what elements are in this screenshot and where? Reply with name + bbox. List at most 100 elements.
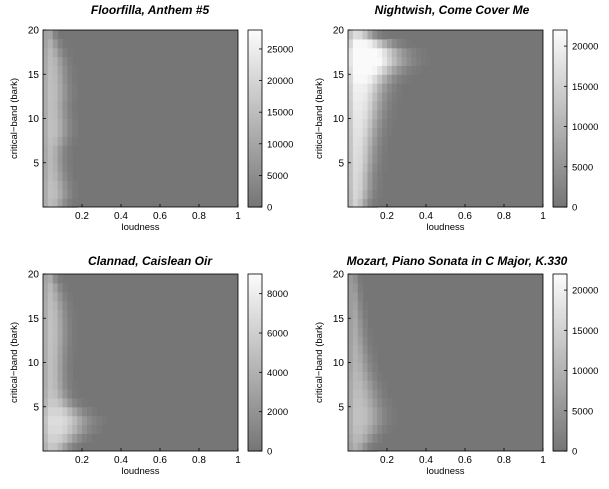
heatmap-cell <box>382 415 388 426</box>
heatmap-cell <box>52 56 59 66</box>
heatmap-cell <box>357 371 364 381</box>
colorbar-frame <box>552 273 568 452</box>
heatmap-cell <box>377 397 383 408</box>
heatmap-cell <box>62 127 68 137</box>
heatmap-cell <box>72 335 78 346</box>
heatmap-cell <box>396 56 403 66</box>
heatmap-cell <box>362 47 369 58</box>
colorbar-step <box>553 365 567 369</box>
heatmap-cell <box>43 406 49 417</box>
colorbar-step <box>248 30 262 34</box>
heatmap-cell <box>57 406 64 417</box>
heatmap-cell <box>43 274 49 284</box>
heatmap-cell <box>362 424 369 434</box>
heatmap-cell <box>382 100 388 111</box>
heatmap-cell <box>62 38 68 49</box>
heatmap-cell <box>348 136 354 146</box>
x-tick-label: 1 <box>540 455 546 466</box>
heatmap-cell <box>387 83 393 93</box>
colorbar-step <box>553 121 567 125</box>
heatmap-cell <box>62 397 68 408</box>
heatmap-cell <box>62 171 68 182</box>
colorbar-step <box>248 171 262 176</box>
colorbar-step <box>248 97 262 102</box>
heatmap-cell <box>357 380 364 390</box>
heatmap-cell <box>43 30 49 40</box>
colorbar-step <box>553 341 567 346</box>
heatmap-cell <box>357 344 364 355</box>
y-tick-label: 10 <box>28 358 40 369</box>
heatmap-cell <box>57 38 64 49</box>
heatmap-cell <box>377 424 383 434</box>
colorbar-step <box>248 350 262 355</box>
heatmap-cell <box>377 145 383 155</box>
heatmap-cell <box>372 74 378 84</box>
heatmap-cell <box>372 171 378 182</box>
heatmap-cell <box>357 118 364 128</box>
colorbar-step <box>553 321 567 325</box>
colorbar-step <box>553 130 567 134</box>
heatmap-cell <box>67 127 73 137</box>
heatmap-cell <box>348 353 354 364</box>
heatmap-cell <box>357 318 364 328</box>
heatmap-cell <box>57 109 64 120</box>
heatmap-cell <box>367 83 373 93</box>
colorbar-step <box>248 159 262 164</box>
heatmap-cell <box>52 38 59 49</box>
heatmap-cell <box>82 406 88 417</box>
colorbar-step <box>553 377 567 381</box>
colorbar-step <box>248 35 262 40</box>
heatmap-cell <box>67 433 73 443</box>
heatmap-cell <box>387 74 393 84</box>
heatmap-cell <box>352 198 359 208</box>
heatmap-cell <box>382 380 388 390</box>
heatmap-cell <box>52 171 59 182</box>
colorbar-step <box>248 371 262 375</box>
colorbar <box>553 274 567 452</box>
heatmap-cell <box>396 38 403 49</box>
colorbar-step <box>248 344 262 349</box>
colorbar-step <box>248 139 262 143</box>
colorbar-step <box>553 180 567 184</box>
heatmap-cell <box>377 38 383 49</box>
heatmap-cell <box>57 91 64 102</box>
heatmap-cell <box>377 180 383 190</box>
heatmap-cell <box>372 118 378 128</box>
colorbar-step <box>248 153 262 158</box>
heatmap-cell <box>387 65 393 75</box>
heatmap-cell <box>62 424 68 434</box>
colorbar-step <box>553 133 567 137</box>
colorbar-tick-label: 0 <box>267 203 272 214</box>
colorbar-step <box>553 136 567 140</box>
colorbar-step <box>553 50 567 55</box>
heatmap-cell <box>57 74 64 84</box>
colorbar-step <box>248 80 262 84</box>
heatmap-cell <box>57 442 64 452</box>
heatmap-cell <box>47 65 54 75</box>
colorbar-step <box>248 409 262 414</box>
heatmap-cell <box>367 30 373 40</box>
colorbar-step <box>248 383 262 387</box>
heatmap-cell <box>382 56 388 66</box>
colorbar-step <box>553 350 567 355</box>
colorbar-step <box>248 327 262 331</box>
heatmap-cell <box>72 424 78 434</box>
heatmap-cell <box>52 309 59 319</box>
heatmap-cell <box>406 38 412 49</box>
heatmap-cell <box>67 91 73 102</box>
heatmap-cell <box>348 433 354 443</box>
heatmap-cell <box>387 118 393 128</box>
heatmap-cell <box>401 47 408 58</box>
colorbar-step <box>248 204 262 208</box>
heatmap-chart: 0.2 0.4 0.6 0.8 15101520loudnesscritical−ban… <box>9 270 288 478</box>
heatmap-cell <box>77 433 83 443</box>
x-axis-label: loudness <box>121 466 159 477</box>
heatmap-cell <box>72 83 78 93</box>
heatmap-cell <box>387 38 393 49</box>
heatmap-cell <box>72 327 78 337</box>
colorbar-step <box>553 195 567 199</box>
y-tick-label: 5 <box>33 158 39 169</box>
heatmap-cell <box>43 56 49 66</box>
colorbar-step <box>553 294 567 299</box>
heatmap-cell <box>52 109 59 120</box>
